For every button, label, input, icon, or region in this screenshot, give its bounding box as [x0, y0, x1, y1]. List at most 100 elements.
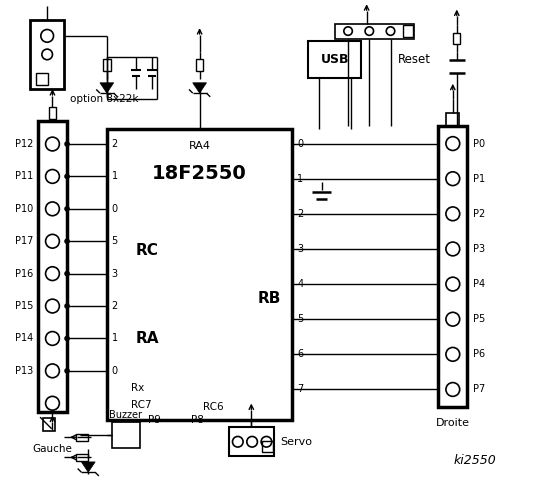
- Circle shape: [45, 234, 59, 248]
- Text: P6: P6: [473, 349, 485, 360]
- Text: 4: 4: [298, 279, 304, 289]
- Text: P2: P2: [473, 209, 485, 219]
- Circle shape: [45, 267, 59, 280]
- Text: 0: 0: [298, 139, 304, 149]
- Text: Servo: Servo: [280, 437, 312, 447]
- Bar: [446, 113, 459, 126]
- Circle shape: [65, 336, 69, 341]
- Circle shape: [45, 137, 59, 151]
- Text: P10: P10: [15, 204, 34, 214]
- Circle shape: [65, 174, 69, 179]
- Text: option 8x22k: option 8x22k: [70, 95, 138, 105]
- Text: Reset: Reset: [398, 53, 431, 66]
- Text: P15: P15: [15, 301, 34, 311]
- Circle shape: [446, 172, 460, 186]
- Circle shape: [65, 207, 69, 211]
- Text: P17: P17: [15, 236, 34, 246]
- Text: 7: 7: [297, 384, 304, 395]
- Text: RC: RC: [136, 243, 159, 258]
- Circle shape: [446, 207, 460, 221]
- Text: P16: P16: [15, 269, 34, 279]
- Text: USB: USB: [321, 53, 349, 66]
- Circle shape: [45, 299, 59, 313]
- Bar: [76, 454, 88, 461]
- Circle shape: [446, 312, 460, 326]
- Circle shape: [365, 27, 373, 36]
- Text: 1: 1: [112, 171, 118, 181]
- Text: P12: P12: [15, 139, 34, 149]
- Text: 1: 1: [298, 174, 304, 184]
- Bar: [107, 129, 293, 420]
- Circle shape: [232, 436, 243, 447]
- Text: 0: 0: [112, 366, 118, 376]
- Text: P13: P13: [15, 366, 34, 376]
- Polygon shape: [193, 83, 206, 93]
- Circle shape: [261, 436, 272, 447]
- Bar: [43, 418, 55, 431]
- Text: 3: 3: [112, 269, 118, 279]
- Circle shape: [65, 239, 69, 243]
- Bar: [403, 25, 413, 37]
- Circle shape: [247, 436, 257, 447]
- Bar: [309, 41, 361, 78]
- Text: Droite: Droite: [436, 418, 470, 428]
- Circle shape: [65, 369, 69, 373]
- Circle shape: [446, 277, 460, 291]
- Text: 2: 2: [297, 209, 304, 219]
- Text: RA4: RA4: [189, 141, 211, 151]
- Circle shape: [45, 396, 59, 410]
- Circle shape: [65, 304, 69, 308]
- Text: 3: 3: [298, 244, 304, 254]
- Text: 5: 5: [112, 236, 118, 246]
- Text: Rx: Rx: [131, 384, 144, 394]
- Polygon shape: [100, 83, 114, 93]
- Bar: [112, 422, 140, 448]
- Bar: [36, 73, 48, 84]
- Text: Buzzer: Buzzer: [109, 410, 143, 420]
- Text: ki2550: ki2550: [454, 454, 497, 467]
- Circle shape: [45, 169, 59, 183]
- Circle shape: [344, 27, 352, 36]
- Text: 1: 1: [112, 334, 118, 344]
- Bar: [335, 24, 414, 38]
- Bar: [262, 442, 273, 452]
- Polygon shape: [81, 462, 95, 472]
- Circle shape: [41, 29, 54, 42]
- Text: 2: 2: [112, 139, 118, 149]
- Text: P3: P3: [473, 244, 485, 254]
- Text: 5: 5: [297, 314, 304, 324]
- Text: P0: P0: [473, 139, 485, 149]
- Circle shape: [45, 332, 59, 345]
- Text: 2: 2: [112, 301, 118, 311]
- Text: P5: P5: [473, 314, 485, 324]
- Text: 18F2550: 18F2550: [152, 164, 247, 183]
- Bar: [103, 59, 111, 71]
- Text: P8: P8: [191, 415, 204, 425]
- Circle shape: [65, 142, 69, 146]
- Text: P14: P14: [15, 334, 34, 344]
- Circle shape: [65, 272, 69, 276]
- Circle shape: [446, 137, 460, 150]
- Bar: [30, 20, 64, 89]
- Text: 6: 6: [298, 349, 304, 360]
- Bar: [38, 120, 67, 412]
- Text: P4: P4: [473, 279, 485, 289]
- Text: RC6: RC6: [202, 402, 223, 412]
- Bar: [196, 59, 204, 71]
- Circle shape: [45, 202, 59, 216]
- Bar: [229, 427, 274, 456]
- Text: P7: P7: [473, 384, 485, 395]
- Text: RA: RA: [136, 331, 159, 346]
- Circle shape: [446, 348, 460, 361]
- Circle shape: [42, 49, 53, 60]
- Circle shape: [45, 364, 59, 378]
- Bar: [76, 433, 88, 441]
- Text: P1: P1: [473, 174, 485, 184]
- Bar: [49, 107, 56, 119]
- Bar: [438, 126, 467, 407]
- Text: P11: P11: [15, 171, 34, 181]
- Text: RB: RB: [258, 291, 281, 306]
- Bar: [453, 33, 461, 44]
- Circle shape: [386, 27, 395, 36]
- Circle shape: [446, 383, 460, 396]
